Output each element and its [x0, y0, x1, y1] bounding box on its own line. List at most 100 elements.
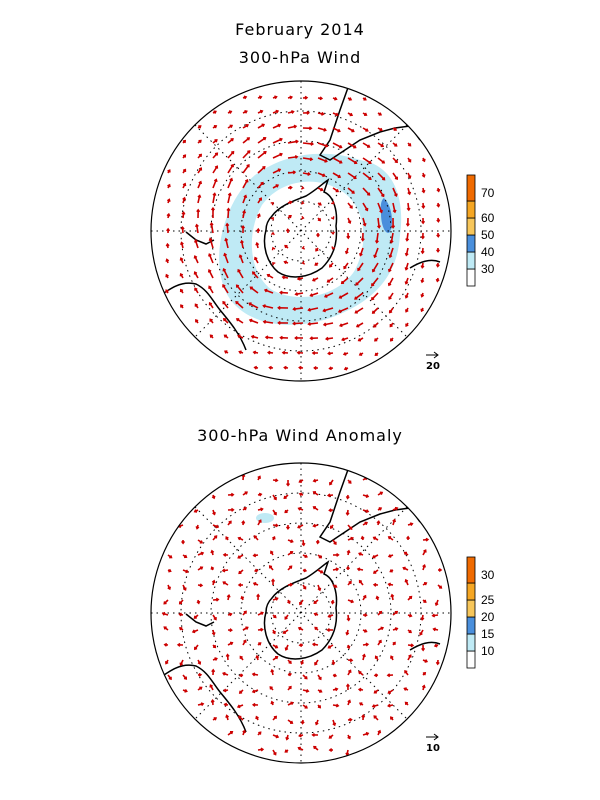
- wind-vector-head: [258, 492, 263, 497]
- wind-vector-head: [300, 185, 305, 190]
- wind-vector-head: [165, 258, 170, 262]
- wind-vector-head: [225, 222, 230, 227]
- wind-vector-head: [222, 267, 227, 272]
- wind-vector-head: [222, 284, 226, 288]
- wind-vector-head: [297, 626, 302, 631]
- wind-vector-head: [405, 323, 409, 327]
- wind-vector-head: [214, 657, 218, 661]
- wind-vector-head: [386, 673, 391, 678]
- wind-vector-head: [230, 163, 234, 168]
- wind-vector-head: [360, 238, 365, 242]
- wind-vector-head: [435, 278, 440, 283]
- wind-vector-head: [273, 512, 277, 516]
- wind-vector: [223, 253, 229, 264]
- wind-vector-head: [303, 568, 308, 573]
- wind-vector-head: [423, 582, 428, 586]
- wind-vector-head: [208, 253, 212, 257]
- wind-vector-head: [403, 551, 408, 556]
- wind-vector: [371, 277, 379, 287]
- wind-vector-head: [271, 578, 276, 582]
- wind-vector-head: [279, 152, 283, 157]
- top-map-boundary: [150, 80, 452, 382]
- wind-vector: [310, 292, 319, 297]
- wind-vector-head: [387, 703, 391, 708]
- wind-vector-head: [284, 509, 288, 514]
- wind-vector-head: [211, 579, 216, 584]
- wind-vector-head: [184, 688, 188, 693]
- wind-vector-head: [179, 257, 184, 261]
- wind-vector: [377, 217, 380, 228]
- wind-vector-head: [324, 336, 329, 341]
- wind-vector-head: [335, 188, 340, 193]
- wind-vector: [242, 195, 247, 204]
- wind-vector: [317, 172, 326, 177]
- wind-vector-head: [210, 549, 215, 554]
- wind-vector: [208, 286, 214, 294]
- wind-vector-head: [292, 321, 296, 326]
- wind-vector-head: [336, 552, 340, 557]
- wind-vector-head: [258, 95, 263, 100]
- wind-vector-head: [229, 641, 234, 646]
- wind-vector-head: [421, 684, 426, 689]
- wind-vector: [252, 271, 259, 279]
- wind-vector-head: [374, 352, 378, 356]
- wind-vector-head: [435, 264, 440, 268]
- wind-vector-head: [324, 143, 329, 148]
- wind-vector-head: [297, 506, 302, 511]
- wind-vector-head: [161, 611, 166, 616]
- wind-vector-head: [277, 305, 281, 310]
- wind-vector-head: [351, 190, 355, 194]
- wind-vector: [377, 172, 386, 181]
- wind-vector-head: [270, 668, 275, 673]
- wind-vector-head: [180, 304, 184, 308]
- wind-vector-head: [256, 593, 261, 598]
- wind-vector-head: [347, 220, 352, 225]
- wind-vector-head: [224, 350, 228, 354]
- bottom-coastline: [153, 463, 441, 733]
- wind-vector: [317, 142, 328, 148]
- wind-vector-head: [289, 565, 293, 569]
- wind-vector-head: [365, 509, 370, 514]
- wind-vector: [257, 137, 266, 144]
- wind-vector: [302, 142, 313, 145]
- wind-vector-head: [165, 289, 169, 293]
- top-colorbar-tick: 60: [481, 211, 495, 225]
- wind-vector-head: [223, 702, 228, 707]
- wind-vector-head: [300, 721, 305, 725]
- wind-vector-head: [285, 228, 290, 232]
- wind-vector-head: [310, 141, 315, 146]
- wind-vector-head: [313, 600, 317, 604]
- wind-vector-head: [300, 215, 305, 220]
- wind-vector-head: [319, 96, 324, 101]
- wind-vector-head: [222, 581, 226, 585]
- page-title: February 2014: [235, 20, 365, 39]
- wind-vector-head: [260, 627, 264, 632]
- wind-vector-head: [288, 685, 292, 690]
- wind-vector: [308, 322, 319, 325]
- wind-vector-head: [168, 676, 172, 681]
- wind-vector-head: [404, 578, 409, 583]
- wind-vector-head: [324, 159, 328, 163]
- wind-vector-head: [238, 673, 243, 678]
- wind-vector-head: [337, 174, 342, 179]
- wind-vector-head: [330, 231, 335, 235]
- wind-vector-head: [378, 639, 382, 644]
- wind-vector-head: [193, 255, 198, 259]
- wind-vector-head: [389, 240, 394, 244]
- wind-vector-head: [215, 597, 220, 602]
- wind-vector: [222, 301, 229, 309]
- wind-vector-head: [262, 166, 266, 170]
- wind-vector-head: [239, 239, 244, 244]
- wind-vector-head: [311, 732, 315, 737]
- wind-vector-head: [288, 672, 293, 677]
- wind-vector-head: [237, 536, 242, 541]
- wind-vector-head: [382, 177, 386, 181]
- wind-vector-head: [340, 280, 345, 285]
- wind-vector-head: [208, 237, 213, 242]
- wind-vector-head: [313, 365, 317, 370]
- wind-vector-head: [215, 524, 220, 529]
- wind-vector-head: [237, 268, 241, 273]
- wind-vector-head: [295, 139, 299, 144]
- wind-vector-head: [329, 482, 333, 486]
- wind-vector-head: [327, 351, 331, 356]
